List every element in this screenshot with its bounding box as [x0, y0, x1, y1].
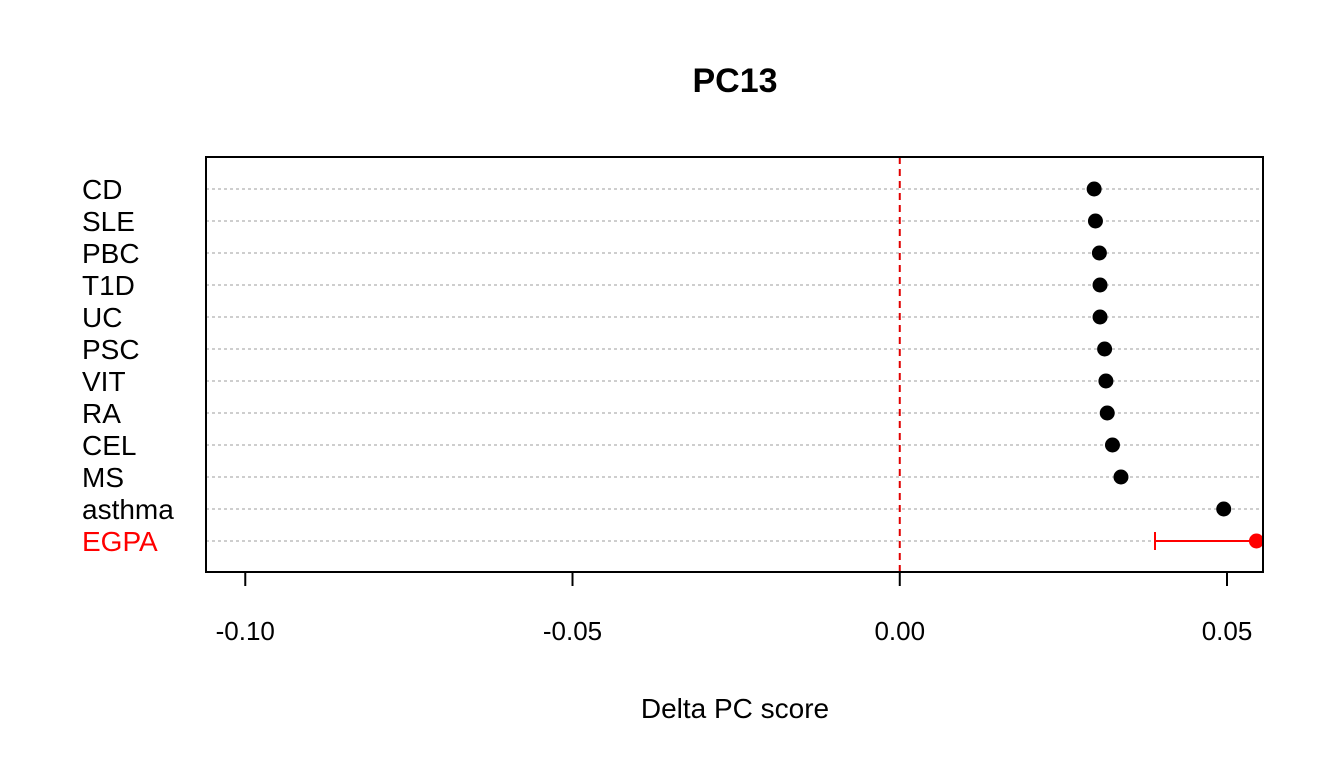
chart-title: PC13 [692, 62, 777, 100]
category-label-cd: CD [82, 174, 122, 205]
category-label-egpa: EGPA [82, 526, 158, 557]
data-point-egpa [1248, 533, 1264, 549]
category-label-t1d: T1D [82, 270, 135, 301]
data-point-asthma [1216, 501, 1232, 517]
data-point-cd [1086, 181, 1102, 197]
data-point-vit [1098, 373, 1114, 389]
data-points [1086, 181, 1264, 550]
data-point-pbc [1091, 245, 1107, 261]
x-tick-label: 0.00 [874, 616, 925, 646]
category-label-pbc: PBC [82, 238, 140, 269]
data-point-ms [1113, 469, 1129, 485]
category-label-ms: MS [82, 462, 124, 493]
data-point-sle [1087, 213, 1103, 229]
category-label-ra: RA [82, 398, 121, 429]
x-axis: -0.10 -0.05 0.00 0.05 [216, 571, 1253, 646]
category-label-sle: SLE [82, 206, 135, 237]
data-point-ra [1099, 405, 1115, 421]
category-label-vit: VIT [82, 366, 126, 397]
plot-frame [205, 156, 1264, 573]
data-point-uc [1092, 309, 1108, 325]
category-label-cel: CEL [82, 430, 136, 461]
x-tick-label: -0.10 [216, 616, 275, 646]
x-axis-title: Delta PC score [641, 693, 829, 724]
grid-lines [206, 188, 1263, 542]
x-tick-label: -0.05 [543, 616, 602, 646]
data-point-psc [1097, 341, 1113, 357]
category-label-asthma: asthma [82, 494, 174, 525]
category-label-psc: PSC [82, 334, 140, 365]
category-label-uc: UC [82, 302, 122, 333]
data-point-t1d [1092, 277, 1108, 293]
x-tick-label: 0.05 [1202, 616, 1253, 646]
data-point-cel [1104, 437, 1120, 453]
